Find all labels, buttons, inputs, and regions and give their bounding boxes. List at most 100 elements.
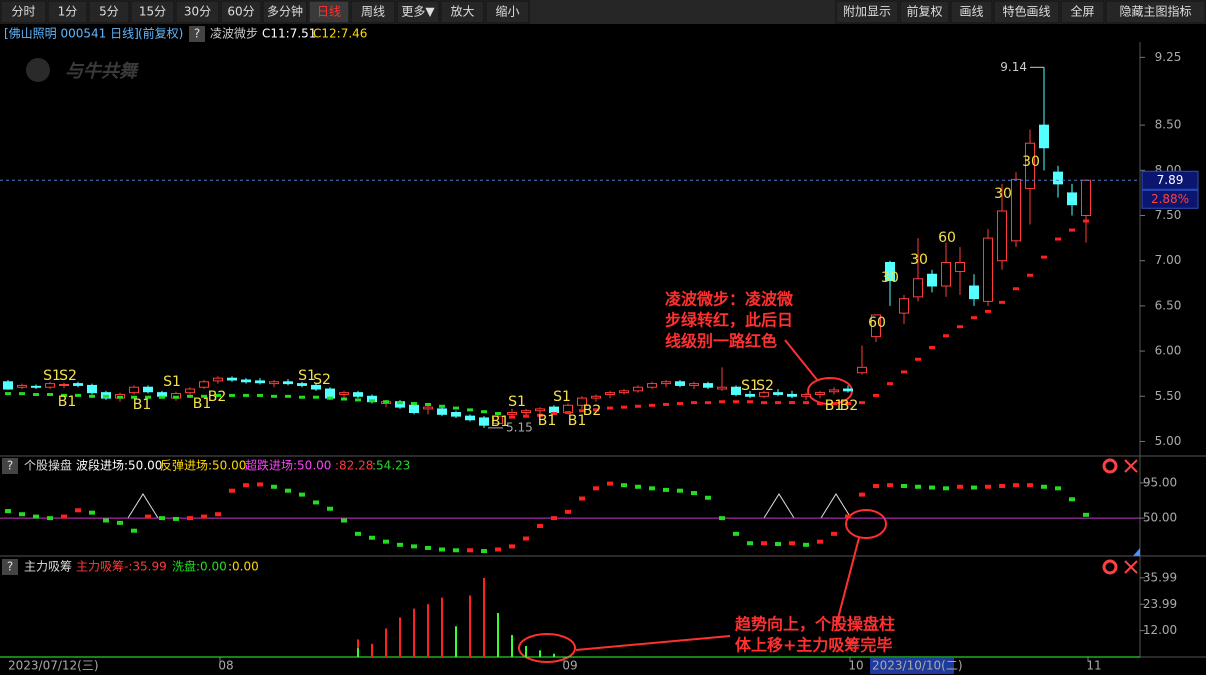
toolbar-button[interactable] <box>485 0 530 24</box>
toolbar-button[interactable] <box>0 0 47 24</box>
signal-label: S1 <box>508 394 526 410</box>
signal-label: S1 <box>163 374 181 390</box>
toolbar-button[interactable] <box>899 0 950 24</box>
toolbar-button[interactable] <box>440 0 485 24</box>
date-highlight <box>870 658 954 674</box>
c12: C12:7.46 <box>313 27 367 41</box>
y-tick-label: 35.99 <box>1143 570 1177 584</box>
close-icon[interactable] <box>1124 560 1138 574</box>
candle-body <box>871 314 881 338</box>
help[interactable]: ? <box>7 560 13 574</box>
candle-body <box>941 262 951 287</box>
candle-body <box>479 417 489 426</box>
toolbar-button[interactable] <box>88 0 130 24</box>
legend-entry: 超跌进场:50.00 <box>245 458 331 473</box>
candle-body <box>591 395 601 399</box>
legend-entry: 洗盘:0.00 <box>172 559 227 574</box>
settings-icon[interactable] <box>1102 458 1118 474</box>
toolbar-button[interactable] <box>396 0 440 24</box>
toolbar-label[interactable]: 60分 <box>227 5 254 19</box>
y-tick-label: 8.50 <box>1155 118 1182 132</box>
toolbar-label[interactable]: 更多▼ <box>401 5 435 19</box>
legend-entry: 反弹进场:50.00 <box>160 459 246 473</box>
candle-body <box>759 392 769 397</box>
x-tick-label: 10 <box>848 659 863 673</box>
close-icon[interactable] <box>1124 459 1138 473</box>
candle-body <box>507 412 517 415</box>
c11: C11:7.51 <box>262 27 316 41</box>
toolbar-button[interactable] <box>175 0 220 24</box>
toolbar-label[interactable]: 缩小 <box>495 4 519 19</box>
signal-label: S2 <box>756 378 774 394</box>
candle-body <box>521 410 531 414</box>
signal-label: B1 <box>825 398 844 414</box>
candle-body <box>885 262 895 282</box>
candle-body <box>717 386 727 390</box>
y-tick-label: 7.50 <box>1155 208 1182 222</box>
toolbar-button[interactable] <box>220 0 262 24</box>
help-box[interactable] <box>189 26 205 42</box>
toolbar-label[interactable]: 分时 <box>11 5 35 19</box>
triangles <box>127 493 852 519</box>
toolbar-label[interactable]: 放大 <box>450 4 474 19</box>
toolbar-button[interactable] <box>47 0 88 24</box>
toolbar-button[interactable] <box>1105 0 1206 24</box>
toolbar-label[interactable]: 1分 <box>58 5 78 19</box>
signal-label: B1 <box>568 413 587 429</box>
candle-body <box>773 392 783 395</box>
y-tick-label: 9.25 <box>1155 50 1182 64</box>
toolbar-button[interactable] <box>130 0 175 24</box>
y-tick-label: 95.00 <box>1143 475 1177 489</box>
candle-body <box>45 383 55 388</box>
candle-body <box>451 412 461 417</box>
toolbar-button[interactable] <box>350 0 396 24</box>
candle-body <box>227 377 237 381</box>
help[interactable]: ? <box>194 27 200 41</box>
candle-body <box>857 366 867 374</box>
help-box[interactable] <box>2 458 18 474</box>
candle-body <box>409 404 419 414</box>
help[interactable]: ? <box>7 459 13 473</box>
toolbar-label[interactable]: 隐藏主图指标 <box>1119 4 1191 19</box>
annotation: 趋势向上，个股操盘柱 <box>735 615 895 634</box>
stock-name: [佛山照明 000541 日线] <box>4 27 139 41</box>
annotation-shapes <box>518 339 887 663</box>
toolbar-label[interactable]: 画线 <box>959 5 983 19</box>
signal-label: S1 <box>298 368 316 384</box>
toolbar-label[interactable]: 全屏 <box>1070 4 1094 19</box>
y-tick-label: 12.00 <box>1143 623 1177 637</box>
candle-body <box>157 392 167 397</box>
toolbar-label[interactable]: 特色画线 <box>1002 4 1050 19</box>
candle-body <box>927 273 937 287</box>
toolbar-button[interactable] <box>950 0 993 24</box>
candle-body <box>1011 178 1021 242</box>
annotation: 凌波微步：凌波微 <box>665 290 794 309</box>
candle-body <box>899 298 909 314</box>
toolbar-label[interactable]: 5分 <box>99 5 119 19</box>
toolbar-label[interactable]: 附加显示 <box>843 5 891 19</box>
toolbar-label[interactable]: 15分 <box>139 5 166 19</box>
toolbar-button[interactable] <box>308 0 350 24</box>
settings-icon[interactable] <box>1102 559 1118 575</box>
y-tick-label: 7.00 <box>1155 253 1182 267</box>
toolbar-label[interactable]: 30分 <box>184 5 211 19</box>
candle-body <box>815 392 825 395</box>
toolbar-label[interactable]: 多分钟 <box>267 4 303 19</box>
toolbar-button[interactable] <box>1060 0 1105 24</box>
candle-body <box>129 386 139 394</box>
candle-body <box>311 384 321 390</box>
candle-body <box>619 390 629 394</box>
toolbar-label[interactable]: 周线 <box>361 5 385 19</box>
signal-label: S1 <box>553 389 571 405</box>
toolbar-label[interactable]: 前复权 <box>906 4 942 19</box>
y-tick-label: 5.00 <box>1155 434 1182 448</box>
toolbar-button[interactable] <box>835 0 899 24</box>
signal-label: 30 <box>1022 154 1040 170</box>
candle-body <box>255 380 265 384</box>
toolbar-label[interactable]: 日线 <box>317 5 341 19</box>
annotation: 体上移+主力吸筹完毕 <box>735 636 892 655</box>
toolbar-button[interactable] <box>993 0 1060 24</box>
help-box[interactable] <box>2 559 18 575</box>
toolbar-button[interactable] <box>262 0 308 24</box>
